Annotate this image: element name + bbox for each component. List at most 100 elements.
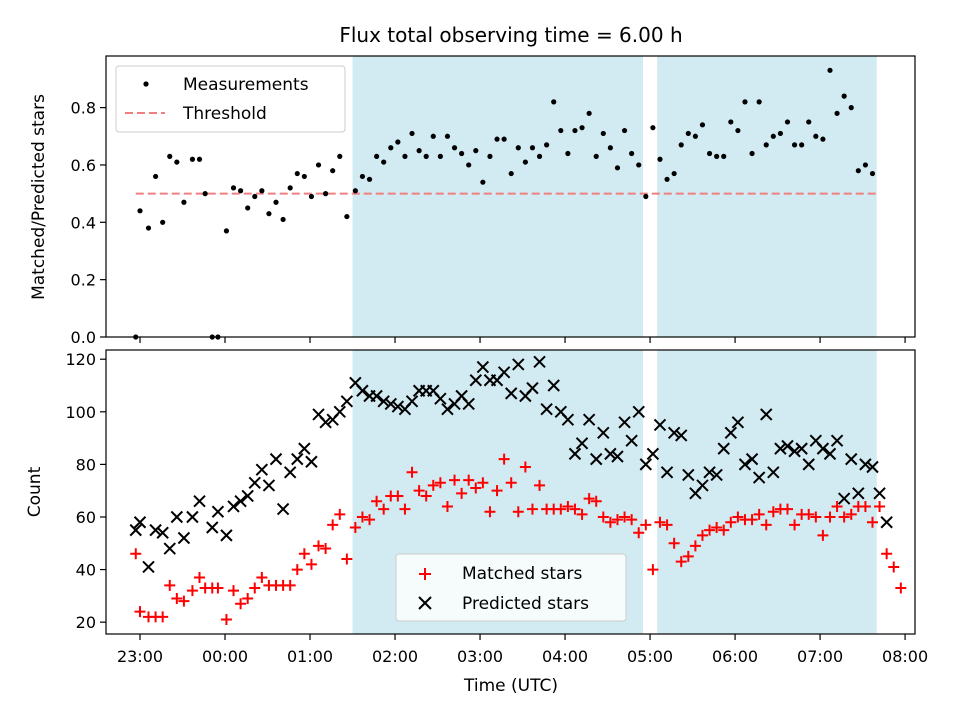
matched-star-point [242,593,254,604]
y-tick-label: 0.8 [71,99,96,118]
matched-star-point [320,543,332,555]
shaded-interval-0-0 [352,56,643,337]
predicted-star-point [262,479,276,492]
predicted-star-point [476,360,490,374]
predicted-star-point [234,494,247,508]
predicted-star-point [575,437,589,450]
matched-star-point [831,500,843,512]
predicted-star-point [512,358,525,371]
measurement-point [522,159,528,165]
measurement-point [230,185,237,191]
predicted-star-point [802,458,815,471]
measurement-point [820,136,826,142]
measurement-point [862,162,869,168]
measurement-point [388,145,394,151]
matched-star-point [284,579,296,591]
matched-star-point [463,474,475,486]
predicted-star-point [625,434,638,447]
predicted-star-point [731,416,745,429]
matched-star-point [134,606,146,618]
measurement-point [252,193,258,200]
measurement-point [629,150,635,157]
measurement-point [473,148,479,154]
measurement-point [330,168,336,174]
matched-star-point [334,508,346,520]
measurement-point [841,93,847,99]
measurement-point [813,133,819,139]
matched-star-point [526,503,538,515]
matched-star-point [555,503,567,515]
measurement-point [266,211,272,217]
top-legend: Measurements Threshold [115,65,346,133]
measurement-point [784,119,791,125]
predicted-star-point [788,445,801,458]
predicted-star-point [561,413,575,426]
measurement-point [728,119,734,125]
matched-star-point [327,519,339,531]
matched-star-point [505,477,517,489]
matched-star-point [866,516,878,528]
predicted-star-point [133,516,147,529]
predicted-star-point [830,434,844,447]
measurement-point [308,193,315,200]
matched-star-point [611,514,623,526]
measurement-point [315,162,322,168]
matched-star-point [633,527,645,539]
predicted-star-point [533,355,546,369]
predicted-star-point [220,529,233,542]
legend-measurements-label: Measurements [183,75,309,95]
matched-star-point [895,582,907,594]
measurement-point [770,133,776,139]
measurement-point [607,145,613,151]
measurement-point [202,191,208,197]
top-x-ticks [139,337,906,343]
matched-star-point [186,585,198,597]
predicted-star-point [774,442,787,455]
measurement-point [714,153,720,159]
measurement-point [614,165,621,171]
x-tick-label: 05:00 [627,647,673,666]
matched-star-point [212,582,224,594]
matched-star-point [576,508,588,520]
measurement-point [742,99,748,105]
top-y-axis-label: Matched/Predicted stars [29,94,49,300]
predicted-star-point [241,489,254,503]
measurement-point [189,156,196,162]
predicted-star-point [859,458,872,471]
matched-star-point [859,500,871,512]
measurement-point [237,188,244,194]
measurement-point [791,142,798,148]
predicted-star-point [129,523,142,537]
matched-star-point [477,477,489,489]
predicted-star-point [384,397,397,411]
matched-star-point [619,511,631,523]
measurement-point [137,208,143,214]
predicted-star-point [703,466,716,479]
measurement-point [593,153,599,159]
matched-star-point [512,506,524,518]
predicted-star-point [319,416,332,429]
matched-star-point [760,519,772,531]
measurement-point [145,225,152,231]
y-tick-label: 0.0 [71,328,96,347]
measurement-point [678,142,684,148]
matched-star-point [604,516,616,528]
measurement-point [834,110,840,116]
matched-star-point [569,503,581,515]
matched-star-point [164,579,176,591]
predicted-star-point [248,476,261,490]
predicted-star-point [505,387,518,400]
predicted-star-point [604,447,617,461]
measurement-point [536,153,543,159]
y-tick-label: 20 [76,613,96,632]
predicted-star-point [823,447,837,461]
measurement-point [621,127,628,134]
matched-star-point [746,514,758,526]
measurement-point [174,159,180,165]
predicted-star-point [186,510,199,524]
measurement-point [756,99,762,105]
matched-star-point [413,485,425,497]
predicted-star-point [170,510,184,524]
shaded-interval-0-1 [657,56,877,337]
matched-star-point [378,503,390,515]
